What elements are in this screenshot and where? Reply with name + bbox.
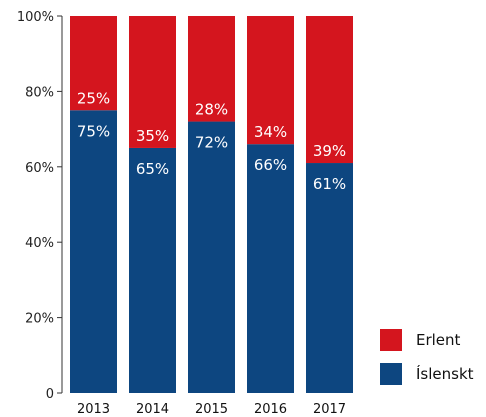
data-label-erlent-2016: 34% [254,123,287,141]
bar-erlent-2013 [70,16,117,111]
bar-islenskt-2016 [247,144,294,393]
legend: Erlent Íslenskt [380,329,474,385]
x-tick-label-2014: 2014 [136,402,169,417]
bar-islenskt-2015 [188,121,235,393]
legend-swatch-islenskt [380,363,402,385]
data-label-islenskt-2015: 72% [195,134,228,152]
x-axis-labels: 2013 2014 2015 2016 2017 [77,402,346,417]
bar-erlent-2016 [247,16,294,145]
y-tick-label-100: 100% [17,10,54,25]
data-label-islenskt-2016: 66% [254,156,287,174]
data-label-islenskt-2017: 61% [313,175,346,193]
bars-layer [70,16,353,393]
legend-label-erlent: Erlent [416,331,461,349]
legend-label-islenskt: Íslenskt [416,364,474,383]
bar-islenskt-2013 [70,110,117,393]
bar-islenskt-2014 [129,147,176,393]
data-label-erlent-2015: 28% [195,101,228,119]
data-label-erlent-2013: 25% [77,89,110,107]
x-tick-label-2016: 2016 [254,402,287,417]
y-tick-label-60: 60% [25,161,54,176]
data-label-erlent-2017: 39% [313,142,346,160]
bar-erlent-2017 [306,16,353,164]
data-label-erlent-2014: 35% [136,127,169,145]
y-tick-label-20: 20% [25,312,54,327]
bar-erlent-2014 [129,16,176,148]
data-label-islenskt-2013: 75% [77,122,110,140]
bar-islenskt-2017 [306,163,353,393]
x-tick-label-2013: 2013 [77,402,110,417]
x-tick-label-2017: 2017 [313,402,346,417]
legend-swatch-erlent [380,329,402,351]
y-tick-label-0: 0 [46,387,54,402]
y-axis: 0 20% 40% 60% 80% 100% [17,10,63,402]
bar-erlent-2015 [188,16,235,122]
y-tick-label-40: 40% [25,236,54,251]
x-tick-label-2015: 2015 [195,402,228,417]
y-tick-label-80: 80% [25,85,54,100]
data-labels: 75% 25% 65% 35% 72% 28% 66% 34% 61% 39% [77,89,346,193]
data-label-islenskt-2014: 65% [136,160,169,178]
